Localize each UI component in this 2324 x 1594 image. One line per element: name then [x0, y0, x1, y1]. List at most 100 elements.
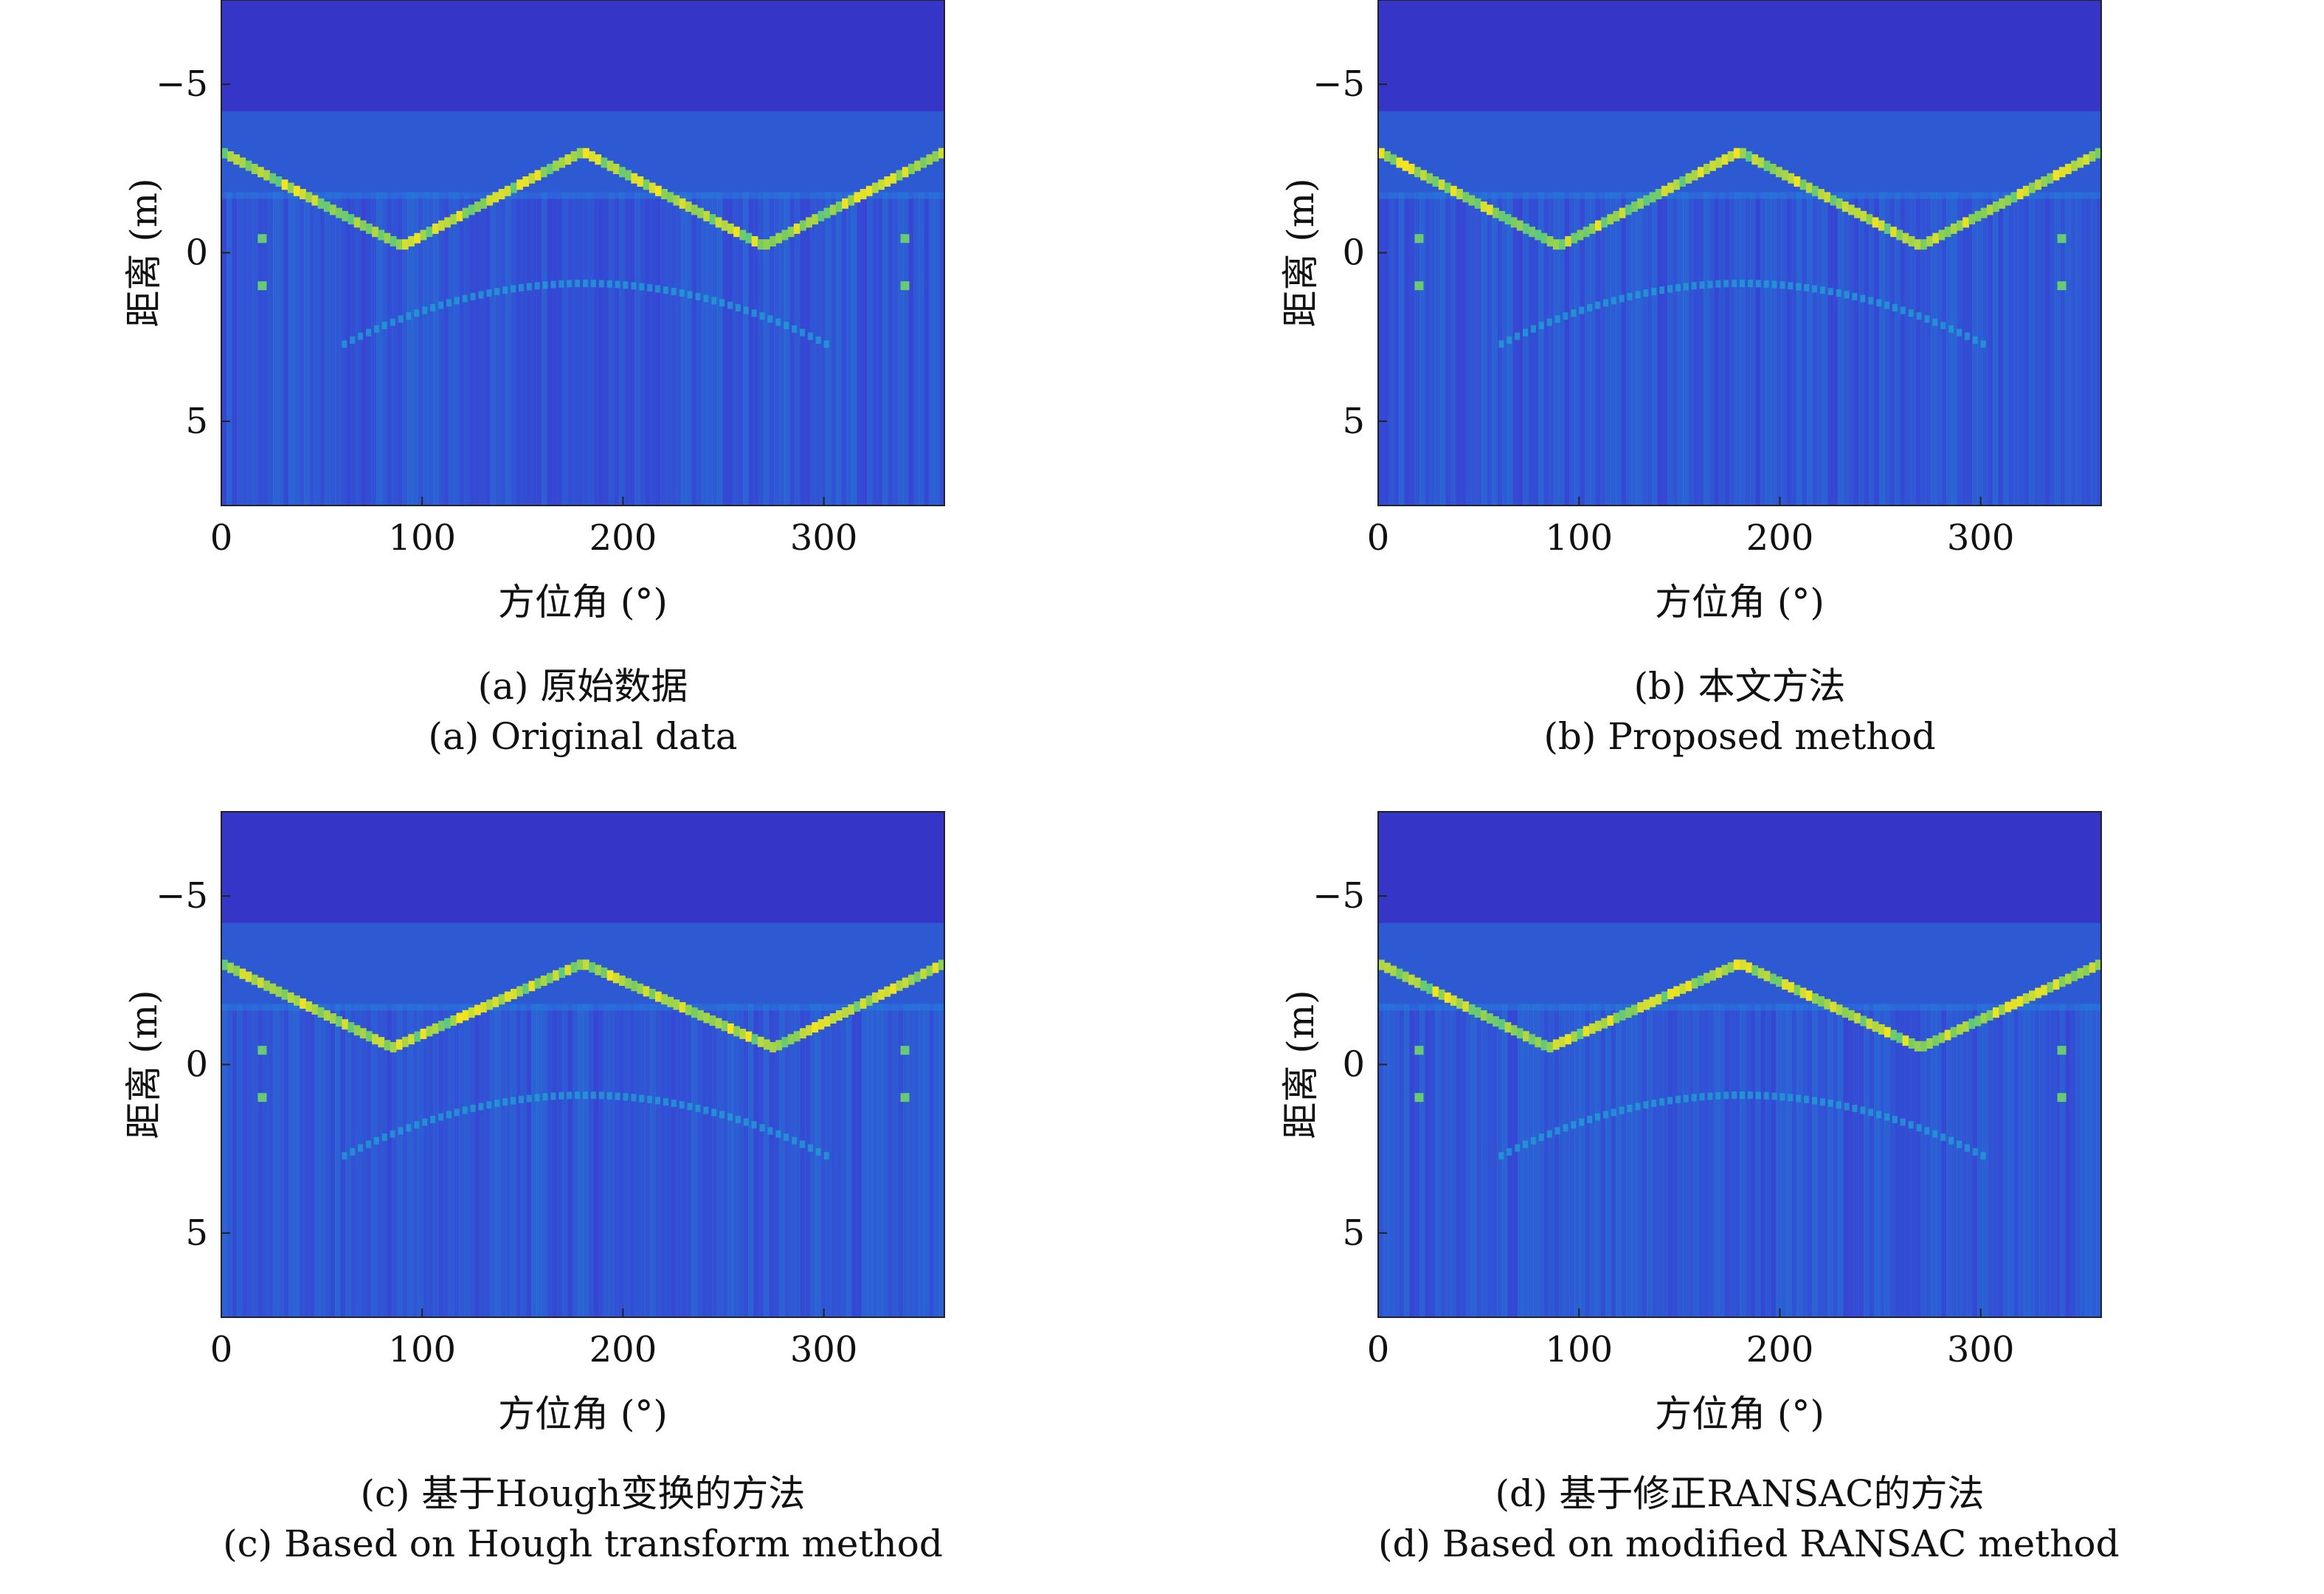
curve-cell	[1474, 198, 1481, 209]
curve-cell	[359, 220, 367, 231]
curve-cell	[715, 217, 722, 228]
streak	[1884, 192, 1890, 506]
lower-arc-cell	[823, 340, 829, 348]
curve-cell	[269, 983, 277, 994]
curve-cell	[1896, 230, 1903, 241]
heatmap-d: 0 100 200 300 −5 0 5 方位角 (°) 距离 (m)	[1279, 811, 2102, 1435]
streak	[1745, 1004, 1751, 1317]
streak	[1895, 1004, 1901, 1317]
lower-arc-cell	[1804, 283, 1810, 291]
streak	[237, 1004, 243, 1317]
streak	[1941, 192, 1947, 506]
curve-cell	[1733, 148, 1740, 159]
streak	[423, 192, 429, 506]
streak	[2003, 192, 2009, 506]
y-tick-label: 0	[185, 232, 208, 274]
streak	[1647, 192, 1653, 506]
curve-cell	[667, 996, 674, 1007]
curve-cell	[884, 176, 891, 187]
curve-cell	[637, 983, 644, 994]
curve-cell	[751, 1034, 758, 1045]
streak	[1409, 192, 1415, 506]
lower-arc-cell	[1523, 328, 1528, 337]
x-tick-label: 100	[388, 517, 456, 559]
curve-cell	[938, 959, 945, 970]
curve-cell	[1926, 1038, 1933, 1049]
lower-arc-cell	[800, 1140, 805, 1148]
streak	[665, 1004, 671, 1317]
curve-cell	[1715, 157, 1723, 168]
streak	[857, 192, 862, 506]
lower-arc-cell	[1498, 1152, 1504, 1160]
streak	[758, 1004, 764, 1317]
curve-cell	[462, 207, 469, 218]
lower-arc-cell	[550, 280, 556, 289]
streak	[1605, 192, 1611, 506]
curve-cell	[848, 195, 855, 206]
streak	[278, 192, 284, 506]
streak	[381, 192, 387, 506]
lower-arc-cell	[784, 1134, 789, 1142]
lower-arc-cell	[1819, 1098, 1825, 1106]
streak	[1704, 192, 1709, 506]
streak	[655, 192, 661, 506]
curve-cell	[2071, 160, 2078, 171]
curve-cell	[2089, 151, 2096, 162]
curve-cell	[1740, 959, 1746, 970]
lower-arc-cell	[703, 1106, 709, 1114]
streak	[1796, 192, 1802, 506]
curve-cell	[1396, 968, 1403, 979]
curve-cell	[926, 965, 933, 976]
streak	[573, 192, 578, 506]
streak	[1755, 192, 1761, 506]
streak	[1378, 1004, 1384, 1317]
curve-cell	[757, 1036, 764, 1047]
streak	[2081, 192, 2086, 506]
curve-cell	[1938, 1032, 1946, 1043]
curve-cell	[926, 154, 933, 165]
lower-arc-cell	[1715, 280, 1721, 288]
streak	[412, 1004, 418, 1317]
streak	[242, 1004, 248, 1317]
curve-cell	[1788, 173, 1795, 184]
streak	[1497, 1004, 1503, 1317]
streak	[764, 192, 770, 506]
lower-arc-cell	[663, 1098, 668, 1106]
x-axis-label: 方位角 (°)	[1655, 1393, 1825, 1435]
streak	[226, 1004, 232, 1317]
streak	[1693, 1004, 1699, 1317]
streak	[655, 1004, 661, 1317]
streak	[350, 1004, 356, 1317]
lower-arc-cell	[1538, 322, 1544, 330]
curve-cell	[1830, 195, 1837, 206]
streak	[919, 1004, 924, 1317]
curve-cell	[1824, 998, 1831, 1010]
lower-arc-cell	[823, 1152, 829, 1160]
streak	[361, 192, 367, 506]
streak	[939, 192, 945, 506]
streak	[1915, 192, 1921, 506]
lower-arc-cell	[647, 283, 653, 291]
streak	[1750, 192, 1756, 506]
lower-arc-cell	[1667, 1097, 1673, 1105]
streak	[232, 192, 238, 506]
curve-cell	[865, 185, 873, 196]
x-axis-label: 方位角 (°)	[1655, 581, 1825, 624]
curve-cell	[342, 1019, 349, 1030]
lower-arc-cell	[751, 1121, 757, 1129]
streak	[500, 1004, 506, 1317]
curve-cell	[1510, 217, 1518, 228]
caption-cn-c: (c) 基于Hough变换的方法	[360, 1472, 806, 1515]
curve-cell	[311, 1004, 319, 1015]
curve-cell	[1535, 1037, 1542, 1048]
streak	[283, 192, 289, 506]
streak	[686, 1004, 692, 1317]
heatmap-a: 0 100 200 300 −5 0 5 方位角 (°) 距离 (m)	[122, 0, 945, 624]
streak	[2013, 192, 2019, 506]
streak	[376, 1004, 382, 1317]
curve-cell	[817, 210, 825, 221]
lower-arc-cell	[1755, 280, 1761, 288]
lower-arc-cell	[631, 1094, 637, 1102]
curve-cell	[1468, 1004, 1476, 1015]
streak	[593, 1004, 599, 1317]
